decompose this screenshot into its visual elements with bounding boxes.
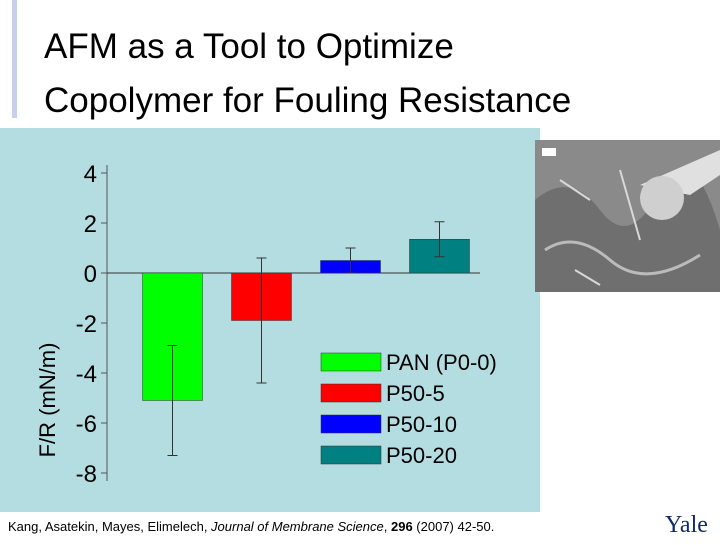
citation: Kang, Asatekin, Mayes, Elimelech, Journa… — [8, 519, 494, 534]
legend-label: P50-5 — [386, 381, 445, 406]
error-bar — [256, 257, 267, 384]
legend-swatch — [320, 414, 382, 434]
y-tick-label: 4 — [84, 161, 97, 188]
y-tick-label: -2 — [76, 311, 97, 338]
legend-swatch — [320, 445, 382, 465]
legend-label: P50-20 — [386, 443, 457, 468]
chart: F/R (mN/m) -8 -6 -4 -2 0 2 4 PAN (P0-0) P50-5 P50… — [35, 161, 497, 488]
title-line: Copolymer for Fouling Resistance — [44, 81, 571, 120]
error-bar — [167, 345, 178, 456]
error-bar — [345, 247, 356, 274]
y-tick-label: -8 — [76, 461, 97, 488]
citation-rest: (2007) 42-50. — [413, 519, 495, 534]
title-line: AFM as a Tool to Optimize — [44, 27, 454, 66]
legend-label: P50-10 — [386, 412, 457, 437]
logo: Yale — [665, 512, 708, 538]
y-tick-label: 0 — [84, 261, 97, 288]
citation-volume: 296 — [391, 519, 413, 534]
y-axis-label: F/R (mN/m) — [35, 343, 60, 458]
legend-swatch — [320, 352, 382, 372]
legend-label: PAN (P0-0) — [386, 350, 497, 375]
y-tick-label: 2 — [84, 211, 97, 238]
sem-image — [535, 140, 720, 292]
y-tick-label: -4 — [76, 361, 97, 388]
decoration — [12, 0, 17, 118]
y-tick-label: -6 — [76, 411, 97, 438]
citation-sep: , — [384, 519, 391, 534]
error-bar — [434, 221, 445, 258]
legend-swatch — [320, 383, 382, 403]
citation-authors: Kang, Asatekin, Mayes, Elimelech, — [8, 519, 211, 534]
citation-journal: Journal of Membrane Science — [210, 519, 384, 534]
